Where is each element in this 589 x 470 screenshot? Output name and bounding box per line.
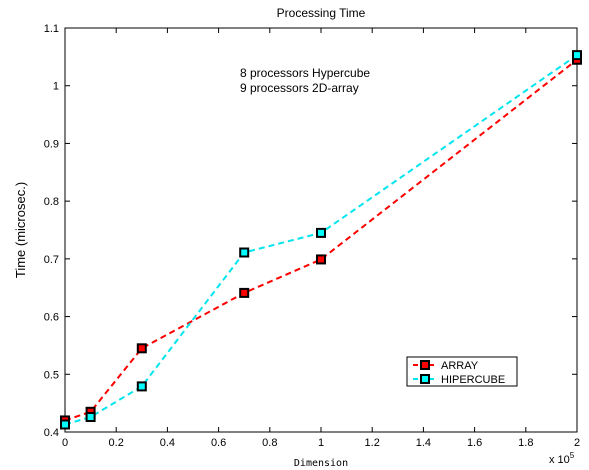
data-point-array xyxy=(239,287,250,298)
series-layer xyxy=(60,50,582,430)
data-point-hipercube xyxy=(60,419,70,430)
chart-title: Processing Time xyxy=(277,6,366,20)
data-point-hipercube xyxy=(239,247,250,258)
legend-label-hipercube: HIPERCUBE xyxy=(441,374,505,386)
x-axis-multiplier: x 105 xyxy=(549,451,575,466)
annotation-2d-array: 9 processors 2D-array xyxy=(240,81,359,95)
y-tick-label: 0.8 xyxy=(44,196,59,208)
data-point-hipercube xyxy=(316,227,326,238)
y-tick-label: 0.7 xyxy=(44,254,59,266)
x-tick-label: 0.2 xyxy=(109,437,124,449)
y-tick-label: 0.5 xyxy=(44,369,59,381)
axis-ticks: 0 0.2 0.4 0.6 0.8 1 1.2 1.4 1.6 1.8 2 0.4 0.5 0.6 0.7 0… xyxy=(44,23,580,449)
x-tick-label: 1.6 xyxy=(467,437,482,449)
legend-label-array: ARRAY xyxy=(441,360,479,372)
y-tick-label: 0.4 xyxy=(44,427,59,439)
x-tick-label: 1 xyxy=(318,437,324,449)
annotation-hypercube: 8 processors Hypercube xyxy=(240,66,370,80)
x-tick-label: 0 xyxy=(62,437,68,449)
x-tick-label: 2 xyxy=(574,437,580,449)
data-point-array xyxy=(136,343,147,354)
y-axis-label: Time (microsec.) xyxy=(13,182,28,278)
x-tick-label: 0.8 xyxy=(262,437,277,449)
x-tick-label: 0.6 xyxy=(211,437,226,449)
x-axis-label: Dimension xyxy=(294,458,348,469)
y-tick-label: 1.1 xyxy=(44,23,59,35)
y-tick-label: 0.6 xyxy=(44,312,59,324)
data-point-hipercube xyxy=(85,411,96,422)
y-tick-label: 0.9 xyxy=(44,138,59,150)
legend-marker-array xyxy=(420,360,430,370)
data-point-hipercube xyxy=(136,381,147,392)
legend-marker-hipercube xyxy=(420,374,430,384)
data-point-hipercube xyxy=(572,50,582,61)
x-tick-label: 1.2 xyxy=(365,437,380,449)
y-tick-label: 1 xyxy=(53,81,59,93)
x-tick-label: 1.4 xyxy=(416,437,431,449)
legend: ARRAY HIPERCUBE xyxy=(406,356,518,387)
x-tick-label: 1.8 xyxy=(518,437,533,449)
data-point-array xyxy=(316,254,326,265)
x-tick-label: 0.4 xyxy=(160,437,175,449)
x-axis-multiplier-exponent: 5 xyxy=(570,451,575,460)
